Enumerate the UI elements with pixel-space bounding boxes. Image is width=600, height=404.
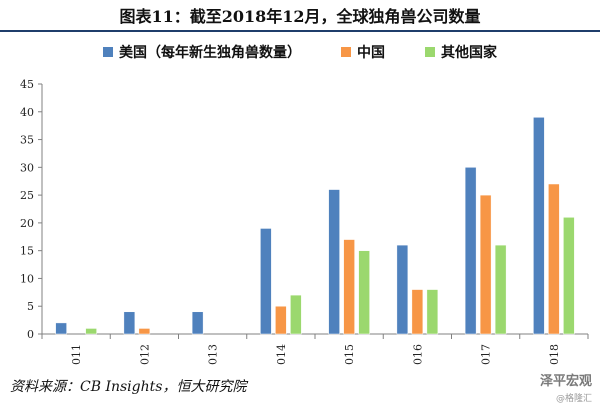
y-tick-label: 20: [20, 217, 34, 230]
bar-2014-series-2: [290, 294, 302, 335]
bar-2011-series-2: [85, 328, 97, 335]
legend-item-usa: 美国（每年新生独角兽数量）: [103, 42, 301, 62]
x-tick-label: 2011: [70, 344, 83, 366]
legend-swatch-china: [341, 47, 351, 57]
y-tick-label: 0: [27, 328, 34, 341]
bar-2012-series-0: [123, 311, 136, 335]
bar-2014-series-0: [260, 228, 272, 335]
bar-chart: 0 5 10 15 20 25 30 35 40 45 2011 2012 2013 2014 2015 20…: [20, 78, 589, 366]
bar-2015-series-1: [343, 239, 355, 335]
y-tick-label: 40: [20, 106, 34, 119]
x-tick-label: 2012: [138, 344, 151, 366]
legend-item-china: 中国: [341, 42, 385, 62]
bar-2017-series-2: [494, 244, 507, 335]
x-tick-label: 2018: [548, 344, 561, 366]
legend-label-other: 其他国家: [441, 45, 497, 61]
bar-2018-series-0: [533, 117, 545, 335]
y-tick-label: 25: [20, 189, 34, 202]
bar-2013-series-0: [191, 311, 204, 335]
y-tick-label: 45: [20, 78, 34, 91]
y-tick-label: 30: [20, 161, 34, 174]
y-tick-label: 10: [20, 272, 34, 285]
bar-2017-series-1: [479, 194, 492, 335]
bar-2018-series-1: [548, 183, 560, 335]
bar-2016-series-0: [396, 244, 409, 335]
x-tick-label: 2016: [411, 344, 424, 366]
x-tick-label: 2017: [480, 344, 493, 366]
bar-2016-series-1: [411, 289, 424, 335]
legend-label-usa: 美国（每年新生独角兽数量）: [119, 45, 301, 61]
bar-2012-series-1: [138, 328, 151, 335]
legend: 美国（每年新生独角兽数量） 中国 其他国家: [0, 40, 600, 64]
legend-swatch-other: [425, 47, 435, 57]
legend-item-other: 其他国家: [425, 42, 497, 62]
x-tick-label: 2014: [275, 344, 288, 366]
legend-swatch-usa: [103, 47, 113, 57]
bar-2017-series-0: [464, 167, 477, 335]
y-tick-label: 15: [20, 245, 34, 258]
bar-2015-series-2: [358, 250, 370, 335]
legend-label-china: 中国: [357, 45, 385, 61]
watermark-brand: 泽平宏观: [539, 374, 592, 389]
x-tick-label: 2013: [207, 344, 220, 366]
y-tick-label: 35: [20, 134, 34, 147]
watermark: 泽平宏观 @格隆汇: [540, 370, 592, 404]
y-tick-label: 5: [27, 300, 34, 313]
source-note: 资料来源：CB Insights，恒大研究院: [10, 379, 247, 395]
bar-2015-series-0: [328, 189, 340, 335]
bar-2011-series-0: [55, 322, 67, 335]
chart-title: 图表11：截至2018年12月，全球独角兽公司数量: [0, 0, 600, 32]
bar-2016-series-2: [426, 289, 439, 335]
x-tick-label: 2015: [343, 344, 356, 366]
bar-2014-series-1: [275, 305, 287, 335]
watermark-handle: @格隆汇: [555, 394, 592, 404]
bar-2018-series-2: [563, 217, 575, 335]
